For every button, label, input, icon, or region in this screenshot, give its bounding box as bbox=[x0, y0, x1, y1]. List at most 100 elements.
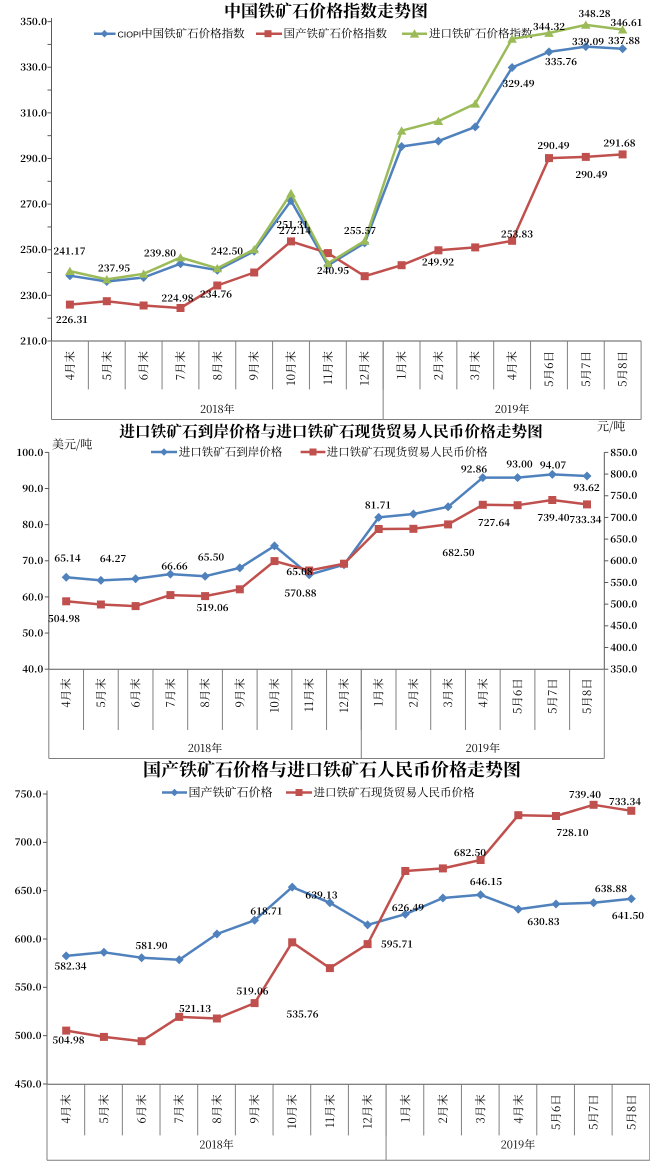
svg-text:9月末: 9月末 bbox=[232, 678, 248, 708]
svg-text:346.61: 346.61 bbox=[610, 15, 642, 29]
svg-text:6月末: 6月末 bbox=[128, 678, 144, 708]
svg-text:10月末: 10月末 bbox=[267, 678, 283, 713]
svg-text:519.06: 519.06 bbox=[196, 600, 228, 614]
svg-text:270.0: 270.0 bbox=[20, 196, 47, 211]
svg-text:9月末: 9月末 bbox=[246, 351, 262, 381]
svg-text:6月末: 6月末 bbox=[134, 1094, 150, 1124]
svg-text:4月末: 4月末 bbox=[504, 351, 520, 381]
svg-text:504.98: 504.98 bbox=[52, 1032, 84, 1046]
svg-text:521.13: 521.13 bbox=[179, 1001, 211, 1015]
svg-text:9月末: 9月末 bbox=[247, 1094, 263, 1124]
svg-text:64.27: 64.27 bbox=[100, 551, 127, 565]
svg-text:国产铁矿石价格与进口铁矿石人民币价格走势图: 国产铁矿石价格与进口铁矿石人民币价格走势图 bbox=[143, 756, 521, 782]
svg-text:8月末: 8月末 bbox=[209, 351, 225, 381]
svg-text:450.0: 450.0 bbox=[15, 1075, 42, 1090]
svg-text:10月末: 10月末 bbox=[283, 351, 299, 386]
svg-text:进口铁矿石现货贸易人民币价格: 进口铁矿石现货贸易人民币价格 bbox=[314, 784, 475, 800]
svg-text:230.0: 230.0 bbox=[20, 287, 47, 302]
svg-text:291.68: 291.68 bbox=[603, 135, 635, 149]
svg-text:93.62: 93.62 bbox=[573, 480, 600, 494]
svg-text:682.50: 682.50 bbox=[442, 545, 474, 559]
svg-text:700.0: 700.0 bbox=[15, 834, 42, 849]
svg-text:81.71: 81.71 bbox=[365, 497, 392, 511]
svg-text:10月末: 10月末 bbox=[284, 1094, 300, 1129]
svg-text:290.49: 290.49 bbox=[575, 167, 607, 181]
svg-text:5月7日: 5月7日 bbox=[578, 351, 594, 387]
svg-text:750.0: 750.0 bbox=[610, 487, 637, 502]
svg-text:5月8日: 5月8日 bbox=[615, 351, 631, 387]
svg-text:3月末: 3月末 bbox=[467, 351, 483, 381]
svg-text:5月末: 5月末 bbox=[96, 1094, 112, 1124]
svg-text:70.0: 70.0 bbox=[22, 552, 43, 567]
svg-text:2月末: 2月末 bbox=[405, 678, 421, 708]
svg-text:700.0: 700.0 bbox=[610, 509, 637, 524]
svg-text:570.88: 570.88 bbox=[284, 585, 316, 599]
svg-text:638.88: 638.88 bbox=[595, 881, 627, 895]
svg-text:4月末: 4月末 bbox=[475, 678, 491, 708]
svg-text:1月末: 1月末 bbox=[394, 351, 410, 380]
svg-text:94.07: 94.07 bbox=[540, 457, 567, 471]
svg-text:80.0: 80.0 bbox=[22, 516, 43, 531]
svg-text:5月6日: 5月6日 bbox=[510, 678, 526, 714]
svg-text:639.13: 639.13 bbox=[305, 887, 337, 901]
svg-text:4月末: 4月末 bbox=[58, 1094, 74, 1124]
svg-text:8月末: 8月末 bbox=[197, 678, 213, 708]
svg-text:348.28: 348.28 bbox=[578, 6, 610, 20]
svg-text:239.80: 239.80 bbox=[144, 245, 176, 259]
svg-text:519.06: 519.06 bbox=[236, 983, 268, 997]
svg-text:582.34: 582.34 bbox=[54, 958, 86, 972]
svg-text:65.50: 65.50 bbox=[198, 549, 225, 563]
svg-text:241.17: 241.17 bbox=[53, 243, 85, 257]
svg-text:350.0: 350.0 bbox=[610, 661, 637, 676]
svg-text:290.49: 290.49 bbox=[537, 138, 569, 152]
svg-text:3月末: 3月末 bbox=[440, 678, 456, 708]
svg-text:850.0: 850.0 bbox=[610, 444, 637, 459]
svg-text:60.0: 60.0 bbox=[22, 588, 43, 603]
svg-text:5月末: 5月末 bbox=[99, 351, 115, 381]
svg-text:250.0: 250.0 bbox=[20, 241, 47, 256]
svg-text:500.0: 500.0 bbox=[15, 1027, 42, 1042]
svg-text:7月末: 7月末 bbox=[171, 1094, 187, 1124]
svg-text:5月7日: 5月7日 bbox=[544, 678, 560, 714]
svg-text:733.34: 733.34 bbox=[569, 512, 601, 526]
svg-text:450.0: 450.0 bbox=[610, 617, 637, 632]
svg-text:50.0: 50.0 bbox=[22, 624, 43, 639]
svg-text:290.0: 290.0 bbox=[20, 150, 47, 165]
svg-text:504.98: 504.98 bbox=[48, 611, 80, 625]
svg-text:650.0: 650.0 bbox=[15, 882, 42, 897]
svg-text:11月末: 11月末 bbox=[322, 1094, 338, 1128]
svg-text:535.76: 535.76 bbox=[286, 1006, 318, 1020]
svg-text:641.50: 641.50 bbox=[612, 908, 644, 922]
svg-text:12月末: 12月末 bbox=[357, 351, 373, 386]
svg-text:7月末: 7月末 bbox=[173, 351, 189, 381]
svg-text:550.0: 550.0 bbox=[15, 979, 42, 994]
svg-text:2019年: 2019年 bbox=[495, 401, 530, 417]
svg-text:2019年: 2019年 bbox=[465, 740, 500, 756]
svg-text:92.86: 92.86 bbox=[461, 461, 488, 475]
svg-text:224.98: 224.98 bbox=[161, 290, 193, 304]
svg-text:进口铁矿石到岸价格: 进口铁矿石到岸价格 bbox=[179, 444, 283, 460]
svg-text:65.14: 65.14 bbox=[54, 550, 81, 564]
svg-text:11月末: 11月末 bbox=[301, 678, 317, 712]
svg-text:2018年: 2018年 bbox=[200, 401, 235, 417]
svg-text:8月末: 8月末 bbox=[209, 1094, 225, 1124]
svg-text:93.00: 93.00 bbox=[506, 456, 533, 470]
svg-text:226.31: 226.31 bbox=[56, 312, 88, 326]
svg-text:581.90: 581.90 bbox=[135, 938, 167, 952]
svg-text:595.71: 595.71 bbox=[381, 936, 413, 950]
svg-text:337.88: 337.88 bbox=[608, 33, 640, 47]
svg-text:3月末: 3月末 bbox=[473, 1094, 489, 1124]
svg-text:330.0: 330.0 bbox=[20, 59, 47, 74]
svg-text:728.10: 728.10 bbox=[556, 825, 588, 839]
svg-text:618.71: 618.71 bbox=[250, 903, 282, 917]
svg-text:5月7日: 5月7日 bbox=[586, 1094, 602, 1130]
svg-text:11月末: 11月末 bbox=[320, 351, 336, 385]
svg-text:国产铁矿石价格指数: 国产铁矿石价格指数 bbox=[284, 26, 388, 42]
svg-text:237.95: 237.95 bbox=[98, 260, 130, 274]
svg-text:12月末: 12月末 bbox=[360, 1094, 376, 1129]
svg-text:4月末: 4月末 bbox=[510, 1094, 526, 1124]
svg-text:650.0: 650.0 bbox=[610, 531, 637, 546]
svg-text:249.92: 249.92 bbox=[422, 254, 454, 268]
svg-text:750.0: 750.0 bbox=[15, 785, 42, 800]
svg-text:进口铁矿石价格指数: 进口铁矿石价格指数 bbox=[429, 26, 533, 42]
